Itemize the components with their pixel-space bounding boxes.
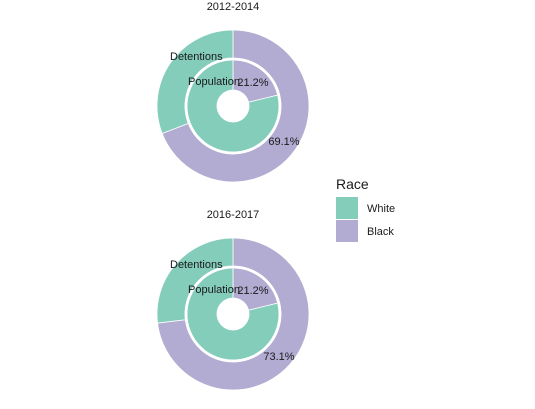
pct-label-population: 21.2%: [237, 77, 268, 89]
ring-separator: [184, 57, 282, 155]
legend-label-white: White: [367, 203, 395, 215]
panel-title: 2016-2017: [207, 209, 260, 221]
legend-swatch-black: [336, 220, 358, 242]
pct-label-detentions: 73.1%: [263, 351, 294, 363]
ring-separator: [184, 265, 282, 363]
pct-label-detentions: 69.1%: [268, 136, 299, 148]
ring-label-detentions: Detentions: [170, 259, 223, 271]
legend: Race White Black: [336, 176, 395, 242]
legend-swatch-white: [336, 197, 358, 219]
ring-label-population: Population: [188, 284, 240, 296]
legend-title: Race: [336, 176, 369, 192]
legend-label-black: Black: [367, 226, 394, 238]
pct-label-population: 21.2%: [237, 285, 268, 297]
ring-label-population: Population: [188, 76, 240, 88]
ring-label-detentions: Detentions: [170, 51, 223, 63]
panel-title: 2012-2014: [207, 1, 260, 13]
